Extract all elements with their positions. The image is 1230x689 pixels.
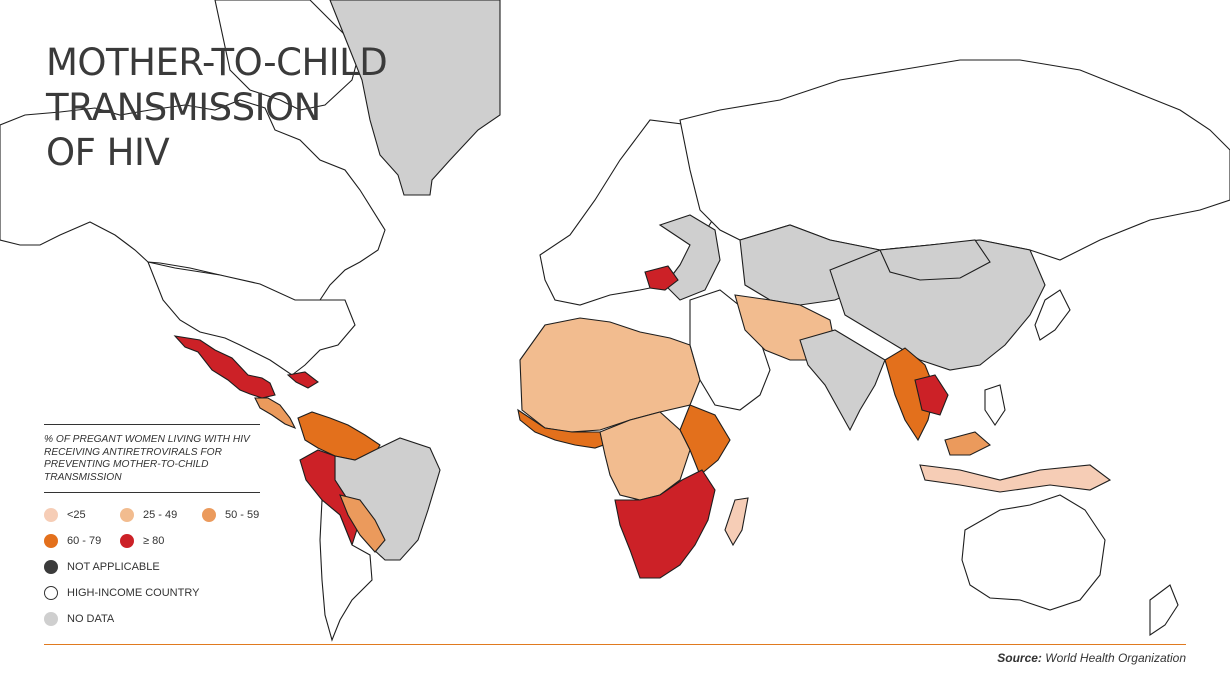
region-southern-cone	[319, 498, 373, 642]
region-south-america-north	[297, 411, 381, 461]
swatch-50-59-icon	[202, 508, 216, 523]
region-madagascar	[724, 497, 749, 547]
legend-item-lt25: <25	[44, 508, 86, 523]
legend-label-high-income: HIGH-INCOME COUNTRY	[67, 587, 200, 600]
footer-rule	[44, 644, 1186, 645]
region-malaysia	[944, 431, 991, 456]
legend-item-25-49: 25 - 49	[120, 508, 178, 523]
legend-heading: % OF PREGANT WOMEN LIVING WITH HIV RECEI…	[44, 434, 250, 483]
region-mongolia	[879, 239, 991, 281]
source-credit: Source: World Health Organization	[997, 651, 1186, 665]
legend-item-not-applicable: NOT APPLICABLE	[44, 560, 160, 575]
region-japan	[1034, 289, 1071, 341]
legend-label-lt25: <25	[67, 509, 86, 522]
legend-item-no-data: NO DATA	[44, 612, 115, 627]
region-southern-africa	[614, 469, 716, 579]
region-cambodia-vietnam	[914, 374, 949, 416]
legend-label-ge80: ≥ 80	[143, 535, 165, 548]
region-greenland	[329, 0, 501, 196]
legend-item-50-59: 50 - 59	[202, 508, 260, 523]
legend-label-not-applicable: NOT APPLICABLE	[67, 561, 160, 574]
legend-top-rule	[44, 424, 260, 425]
region-east-africa	[679, 404, 731, 476]
region-cuba	[286, 371, 319, 389]
legend-item-ge80: ≥ 80	[120, 534, 165, 549]
region-australia	[961, 494, 1106, 611]
legend-label-60-79: 60 - 79	[67, 535, 102, 548]
swatch-no-data-icon	[44, 612, 58, 627]
legend-item-60-79: 60 - 79	[44, 534, 102, 549]
region-paraguay	[339, 494, 386, 553]
swatch-not-applicable-icon	[44, 560, 58, 575]
legend-bottom-rule	[44, 492, 260, 494]
region-mexico	[173, 335, 276, 399]
title-line-3: OF HIV	[46, 131, 170, 174]
source-label: Source:	[997, 651, 1042, 665]
region-indonesia	[919, 464, 1112, 493]
source-text: World Health Organization	[1045, 651, 1186, 665]
swatch-high-income-icon	[44, 586, 58, 601]
page-title: MOTHER-TO-CHILD TRANSMISSION OF HIV	[46, 40, 446, 175]
legend-label-25-49: 25 - 49	[143, 509, 178, 522]
swatch-25-49-icon	[120, 508, 134, 523]
region-arctic-islands	[214, 0, 361, 111]
legend-swatches: <25 25 - 49 50 - 59 60 - 79 ≥ 80 NOT APP…	[44, 493, 260, 643]
region-philippines	[984, 384, 1006, 426]
legend-label-50-59: 50 - 59	[225, 509, 260, 522]
region-alaska-canada	[0, 99, 386, 311]
region-new-zealand	[1149, 584, 1179, 637]
region-west-africa	[517, 408, 614, 449]
region-north-africa	[519, 317, 701, 433]
title-line-2: TRANSMISSION	[46, 86, 321, 129]
legend-item-high-income: HIGH-INCOME COUNTRY	[44, 586, 200, 601]
region-usa	[147, 261, 356, 376]
swatch-60-79-icon	[44, 534, 58, 549]
region-romania-ukraine	[644, 265, 679, 291]
legend-label-no-data: NO DATA	[67, 613, 115, 626]
region-russia	[679, 59, 1230, 261]
swatch-ge80-icon	[120, 534, 134, 549]
swatch-lt25-icon	[44, 508, 58, 523]
region-central-america	[254, 397, 297, 430]
region-india	[799, 329, 886, 432]
title-line-1: MOTHER-TO-CHILD	[46, 41, 388, 84]
region-central-africa	[599, 411, 691, 501]
legend: % OF PREGANT WOMEN LIVING WITH HIV RECEI…	[44, 424, 260, 643]
region-southeast-asia	[884, 347, 936, 442]
